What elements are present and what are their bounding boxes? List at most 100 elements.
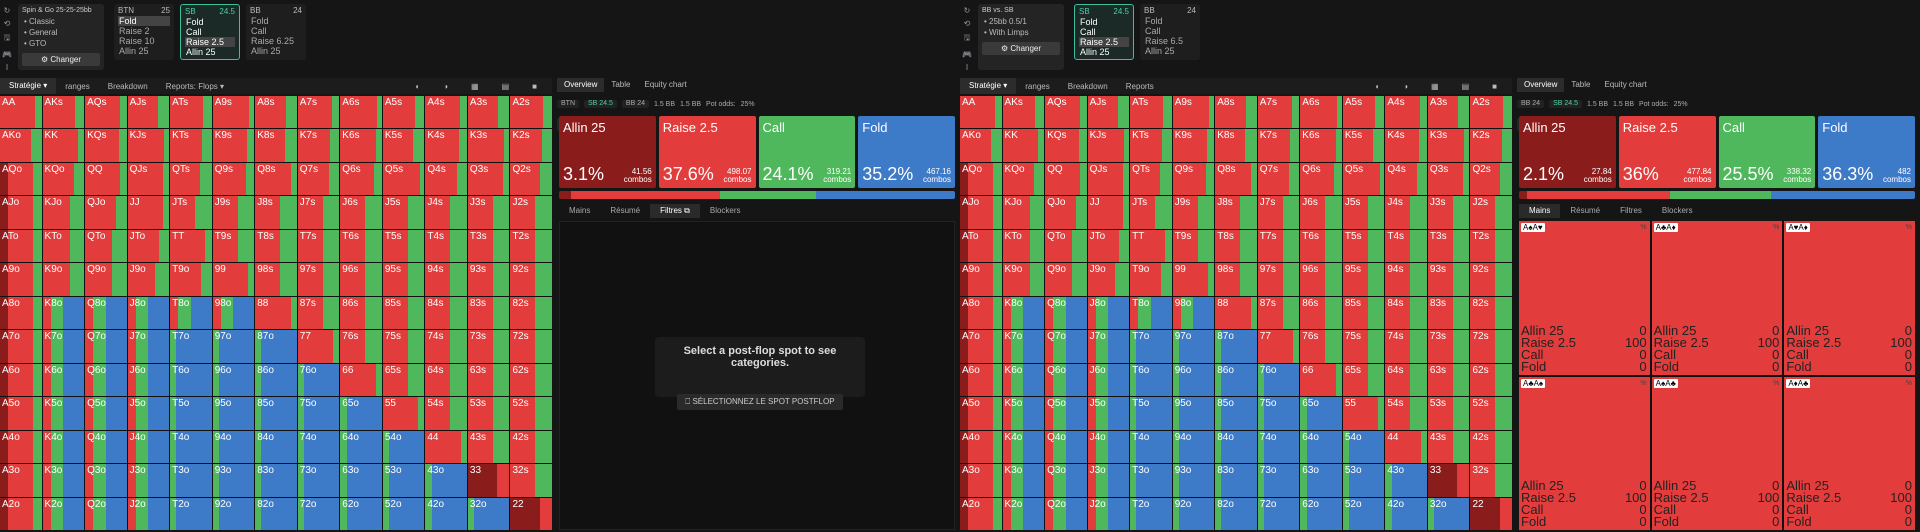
hand-cell[interactable]: Q9s [1172,162,1215,196]
hand-cell[interactable]: TT [1130,229,1172,263]
hand-cell[interactable]: Q9s [212,162,255,196]
hand-cell[interactable]: T5s [382,229,425,263]
hand-cell[interactable]: T5s [1342,229,1385,263]
hand-cell[interactable]: KJo [1002,196,1045,229]
hand-cell[interactable]: QJs [1087,162,1130,196]
hand-cell[interactable]: T6o [170,363,212,397]
hand-cell[interactable]: Q6s [1300,162,1342,196]
hand-cell[interactable]: K2o [1002,497,1045,530]
hand-cell[interactable]: J4o [1087,430,1130,464]
hand-cell[interactable]: J2s [1470,196,1512,229]
hand-cell[interactable]: 95s [1342,263,1385,296]
hand-cell[interactable]: 96o [212,363,255,397]
hand-cell[interactable]: 85o [1215,397,1257,430]
hand-cell[interactable]: K2o [42,497,85,530]
hand-cell[interactable]: 82s [1470,296,1512,330]
hand-cell[interactable]: 43s [467,430,510,464]
hand-cell[interactable]: Q4o [1045,430,1087,464]
hand-cell[interactable]: 32s [1470,464,1512,497]
hand-cell[interactable]: A6o [0,363,42,397]
hand-cell[interactable]: J2o [127,497,170,530]
hand-cell[interactable]: JTo [1087,229,1130,263]
hand-cell[interactable]: T7s [1257,229,1300,263]
view-icon[interactable]: ◑ [1403,81,1409,91]
hand-cell[interactable]: Q7o [1045,330,1087,363]
hand-cell[interactable]: J5o [127,397,170,430]
hand-cell[interactable]: 62o [340,497,382,530]
hand-cell[interactable]: Q7o [85,330,127,363]
hand-cell[interactable]: KJo [42,196,85,229]
hand-cell[interactable]: 43o [425,464,467,497]
hand-cell[interactable]: A4s [1385,96,1427,129]
hand-cell[interactable]: A9s [1172,96,1215,129]
spot-action[interactable]: Fold [1145,16,1163,26]
hand-cell[interactable]: 64s [1385,363,1427,397]
spot-action[interactable]: Allin 25 [119,46,149,56]
hand-cell[interactable]: Q2o [85,497,127,530]
hand-cell[interactable]: K4s [1385,129,1427,162]
hand-cell[interactable]: KJs [1087,129,1130,162]
hand-cell[interactable]: T2s [1470,229,1512,263]
hand-cell[interactable]: 77 [297,330,340,363]
hand-cell[interactable]: A3o [960,464,1002,497]
hand-cell[interactable]: 86o [255,363,297,397]
hand-cell[interactable]: AA [0,96,42,129]
hand-cell[interactable]: KTo [1002,229,1045,263]
hand-cell[interactable]: Q8s [1215,162,1257,196]
hand-cell[interactable]: K7s [1257,129,1300,162]
hand-cell[interactable]: K4o [1002,430,1045,464]
hand-cell[interactable]: J7o [127,330,170,363]
hand-cell[interactable]: JTs [170,196,212,229]
hand-cell[interactable]: J5s [1342,196,1385,229]
hand-cell[interactable]: AQo [0,162,42,196]
hand-cell[interactable]: 75o [297,397,340,430]
hand-cell[interactable]: 64o [1300,430,1342,464]
action-card[interactable]: Raise 2.5 36% 477.84 combos [1618,116,1716,188]
panel-tab[interactable]: Overview [557,78,605,92]
hand-cell[interactable]: 55 [1342,397,1385,430]
combo-cell[interactable]: A♥A♦% Allin 25 0 Raise 2.5 100 Call 0 Fold 0 [1784,221,1915,375]
hand-cell[interactable]: 95s [382,263,425,296]
gamepad-icon[interactable]: 🎮 [962,50,972,59]
hand-cell[interactable]: JTo [127,229,170,263]
hand-cell[interactable]: 22 [1470,497,1512,530]
save-icon[interactable]: 🖫 [963,33,971,42]
view-icon[interactable]: ▦ [1431,81,1439,91]
panel-tab[interactable]: Table [1571,80,1591,89]
hand-cell[interactable]: 62s [510,363,552,397]
hand-cell[interactable]: 73o [297,464,340,497]
hand-cell[interactable]: 52s [1470,397,1512,430]
hand-cell[interactable]: T3s [1427,229,1470,263]
select-postflop-button[interactable]: ⎕ SÉLECTIONNEZ LE SPOT POSTFLOP [677,394,843,410]
hand-cell[interactable]: Q3o [85,464,127,497]
hand-cell[interactable]: T9o [1130,263,1172,296]
hand-cell[interactable]: 93s [1427,263,1470,296]
gamepad-icon[interactable]: 🎮 [2,50,12,59]
hand-cell[interactable]: K8o [1002,296,1045,330]
hand-cell[interactable]: ATs [170,96,212,129]
hand-cell[interactable]: Q5s [382,162,425,196]
spot-bb[interactable]: BB 24 Fold Call Raise 6.5 Allin 25 [1140,4,1200,60]
hand-cell[interactable]: A3o [0,464,42,497]
hand-cell[interactable]: 65o [1300,397,1342,430]
hand-cell[interactable]: J2s [510,196,552,229]
spot-action[interactable]: Raise 6.5 [1145,36,1184,46]
hand-cell[interactable]: T9s [1172,229,1215,263]
hand-cell[interactable]: K5o [42,397,85,430]
hand-cell[interactable]: 75s [1342,330,1385,363]
hand-cell[interactable]: 73o [1257,464,1300,497]
spot-action[interactable]: Call [1145,26,1161,36]
hand-cell[interactable]: 94o [212,430,255,464]
hand-cell[interactable]: 87o [255,330,297,363]
hand-cell[interactable]: QJs [127,162,170,196]
hand-cell[interactable]: AQo [960,162,1002,196]
hand-cell[interactable]: 42o [425,497,467,530]
hand-cell[interactable]: KK [42,129,85,162]
hand-cell[interactable]: TT [170,229,212,263]
hand-cell[interactable]: QQ [85,162,127,196]
hand-cell[interactable]: 82o [1215,497,1257,530]
action-card[interactable]: Call 24.1% 319.21 combos [758,116,856,188]
hand-cell[interactable]: T9o [170,263,212,296]
hand-cell[interactable]: 54o [1342,430,1385,464]
hand-cell[interactable]: QTo [85,229,127,263]
